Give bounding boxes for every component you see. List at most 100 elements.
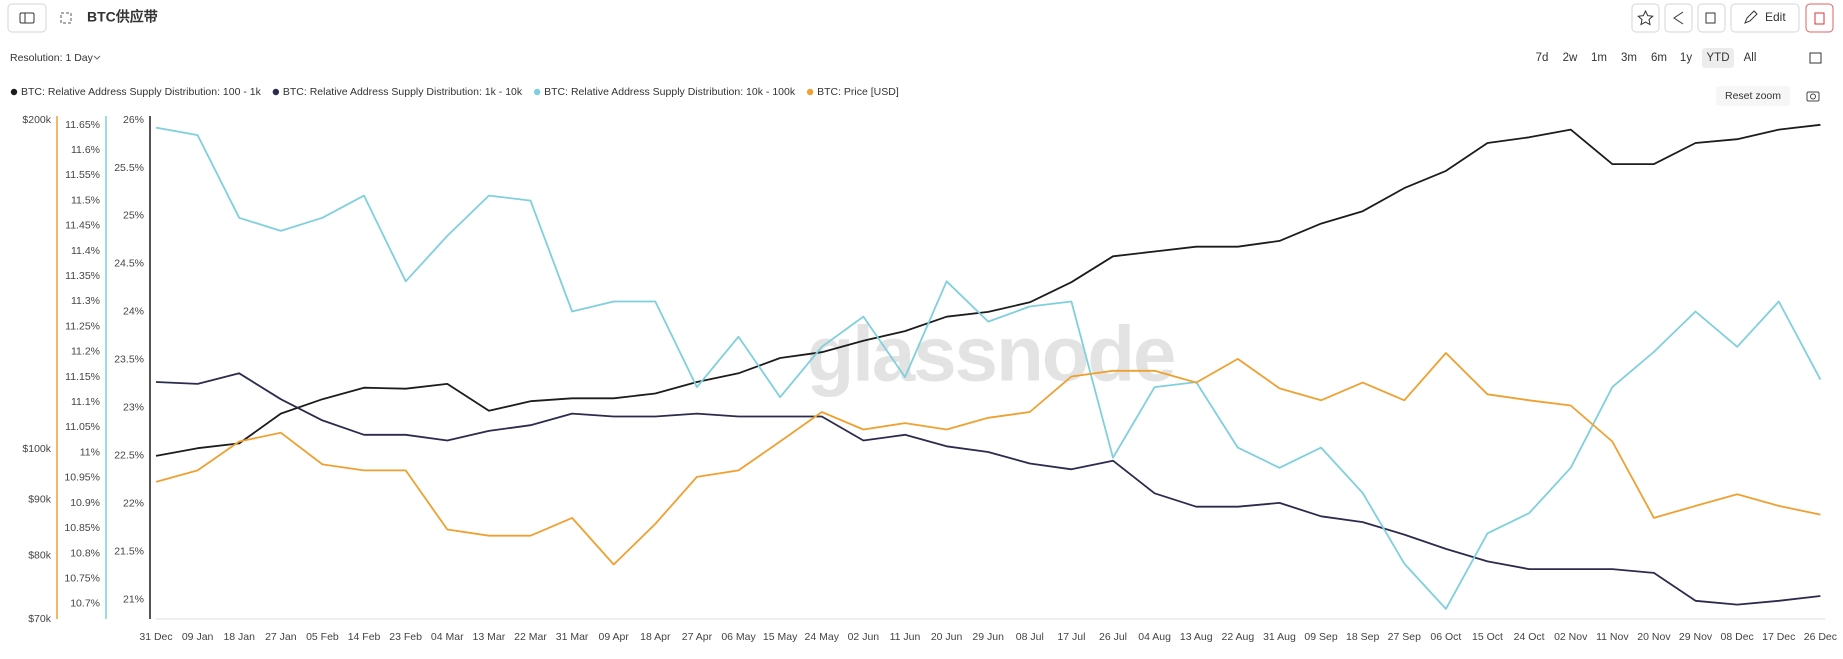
- series-line: [155, 126, 1822, 610]
- edit-icon: [1744, 10, 1758, 24]
- x-tick-label: 23 Feb: [389, 631, 422, 643]
- y-tick-label: 23%: [123, 402, 144, 414]
- x-tick-label: 18 Jan: [223, 631, 255, 643]
- x-tick-label: 04 Mar: [431, 631, 464, 643]
- x-tick-label: 22 Mar: [514, 631, 547, 643]
- y-tick-label: 11.3%: [71, 295, 100, 307]
- delete-button[interactable]: [1805, 3, 1834, 33]
- sidebar-button[interactable]: [7, 3, 47, 33]
- calendar-button[interactable]: [1804, 48, 1826, 68]
- y-tick-label: 11%: [80, 446, 100, 458]
- series-line: [155, 372, 1821, 606]
- x-tick-label: 06 May: [721, 631, 756, 643]
- y-tick-label: 11.35%: [65, 270, 100, 282]
- sidebar-icon: [19, 12, 35, 24]
- range-button[interactable]: 2w: [1563, 52, 1578, 64]
- y-tick-label: 11.4%: [71, 245, 100, 257]
- y-tick-label: 21.5%: [114, 546, 144, 558]
- x-tick-label: 20 Nov: [1637, 631, 1671, 643]
- reset-zoom-button[interactable]: [1716, 86, 1790, 106]
- range-button[interactable]: 1y: [1680, 52, 1692, 64]
- dashboard-title: BTC供应带: [87, 9, 158, 25]
- range-button[interactable]: 3m: [1621, 52, 1637, 64]
- legend-dot: [806, 88, 814, 96]
- delete-icon: [1814, 12, 1825, 25]
- x-tick-label: 17 Dec: [1762, 631, 1795, 643]
- x-tick-label: 31 Aug: [1263, 631, 1296, 643]
- copy-button[interactable]: [1697, 3, 1726, 33]
- resolution-select[interactable]: Resolution: 1 Day: [10, 52, 94, 64]
- camera-icon[interactable]: [1806, 91, 1820, 102]
- series-line: [155, 352, 1821, 566]
- y-tick-label: 10.75%: [64, 572, 100, 584]
- x-tick-label: 11 Jun: [890, 631, 921, 643]
- x-tick-label: 15 Oct: [1472, 631, 1503, 643]
- x-tick-label: 27 Apr: [682, 631, 713, 643]
- y-tick-label: 10.85%: [64, 522, 100, 534]
- y-tick-label: $100k: [22, 443, 51, 455]
- reset-zoom-label: Reset zoom: [1725, 90, 1781, 102]
- x-tick-label: 14 Feb: [348, 631, 381, 643]
- edit-label: Edit: [1765, 10, 1786, 24]
- y-tick-label: 23.5%: [114, 354, 144, 366]
- range-button[interactable]: 1m: [1591, 52, 1607, 64]
- legend-label[interactable]: BTC: Relative Address Supply Distributio…: [21, 86, 262, 98]
- x-tick-label: 26 Dec: [1804, 631, 1837, 643]
- x-tick-label: 18 Sep: [1346, 631, 1379, 643]
- y-tick-label: 11.65%: [65, 119, 100, 131]
- drag-icon[interactable]: [60, 12, 72, 24]
- y-tick-label: $200k: [22, 114, 51, 126]
- x-tick-label: 04 Aug: [1138, 631, 1171, 643]
- y-tick-label: 11.6%: [71, 144, 100, 156]
- x-tick-label: 09 Apr: [599, 631, 630, 643]
- x-tick-label: 06 Oct: [1430, 631, 1461, 643]
- share-button[interactable]: [1664, 3, 1693, 33]
- x-tick-label: 31 Mar: [556, 631, 589, 643]
- y-tick-label: 11.55%: [65, 169, 100, 181]
- legend-dot: [272, 88, 280, 96]
- camera-icon: [1810, 93, 1816, 100]
- range-button[interactable]: 6m: [1651, 52, 1667, 64]
- x-tick-label: 05 Feb: [306, 631, 339, 643]
- x-tick-label: 22 Aug: [1221, 631, 1254, 643]
- range-button[interactable]: All: [1744, 52, 1757, 64]
- range-button[interactable]: YTD: [1707, 52, 1730, 64]
- y-tick-label: 11.05%: [65, 421, 100, 433]
- x-tick-label: 08 Jul: [1016, 631, 1044, 643]
- star-icon: [1637, 9, 1654, 26]
- edit-button[interactable]: [1730, 3, 1800, 33]
- y-tick-label: 11.15%: [65, 371, 100, 383]
- x-tick-label: 09 Sep: [1304, 631, 1337, 643]
- share-icon: [1673, 11, 1684, 25]
- y-tick-label: 11.25%: [65, 320, 100, 332]
- x-tick-label: 13 Mar: [473, 631, 506, 643]
- y-tick-label: 11.2%: [71, 346, 100, 358]
- y-tick-label: 11.5%: [71, 194, 100, 206]
- x-tick-label: 29 Jun: [972, 631, 1004, 643]
- y-tick-label: 11.45%: [65, 220, 100, 232]
- legend-dot: [533, 88, 541, 96]
- x-tick-label: 26 Jul: [1099, 631, 1127, 643]
- y-tick-label: 10.9%: [70, 497, 100, 509]
- x-tick-label: 15 May: [763, 631, 798, 643]
- legend-label[interactable]: BTC: Relative Address Supply Distributio…: [283, 86, 523, 98]
- copy-icon: [1705, 12, 1716, 24]
- series-line: [155, 123, 1821, 457]
- y-tick-label: 26%: [123, 114, 144, 126]
- y-tick-label: 10.7%: [70, 598, 100, 610]
- x-tick-label: 24 May: [805, 631, 840, 643]
- legend-label[interactable]: BTC: Price [USD]: [817, 86, 899, 98]
- range-button[interactable]: 7d: [1536, 52, 1549, 64]
- y-tick-label: 10.95%: [64, 472, 100, 484]
- y-tick-label: $90k: [28, 493, 52, 505]
- x-tick-label: 18 Apr: [640, 631, 671, 643]
- legend-label[interactable]: BTC: Relative Address Supply Distributio…: [544, 86, 796, 98]
- x-tick-label: 13 Aug: [1180, 631, 1213, 643]
- range-buttons: 7d 2w 1m 3m 6m 1y YTD All: [1536, 48, 1757, 68]
- star-button[interactable]: [1631, 3, 1660, 33]
- range-active: [1702, 48, 1734, 68]
- x-tick-label: 20 Jun: [931, 631, 963, 643]
- y-tick-label: 21%: [123, 594, 144, 606]
